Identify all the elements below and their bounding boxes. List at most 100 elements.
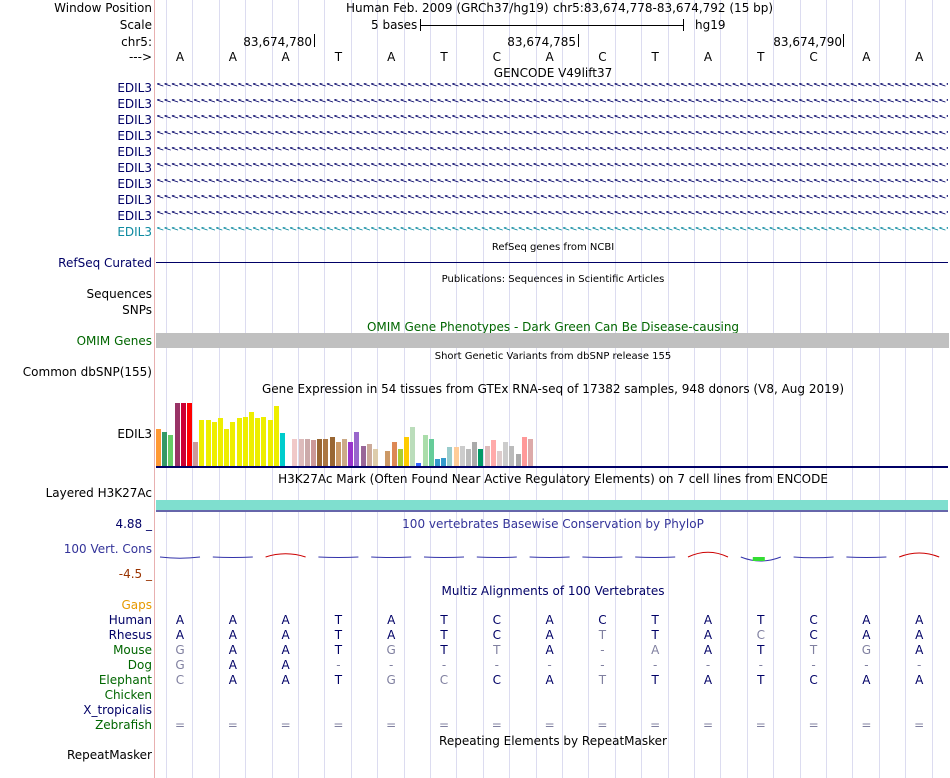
gencode-transcript[interactable]: <<<<<<<<<<<<<<<<<<<<<<<<<<<<<<<<<<<<<<<<…	[156, 99, 948, 109]
gencode-gene-label[interactable]: EDIL3	[117, 113, 152, 127]
gtex-tissue-bar[interactable]	[205, 419, 211, 466]
gtex-tissue-bar[interactable]	[459, 445, 465, 466]
gtex-tissue-bar[interactable]	[490, 440, 496, 466]
gtex-tissue-bar[interactable]	[348, 442, 354, 466]
gtex-tissue-bar[interactable]	[292, 438, 298, 466]
h3k27ac-label[interactable]: Layered H3K27Ac	[45, 486, 152, 500]
gencode-gene-label[interactable]: EDIL3	[117, 145, 152, 159]
gencode-gene-label[interactable]: EDIL3	[117, 161, 152, 175]
gtex-tissue-bar[interactable]	[503, 442, 509, 466]
gtex-tissue-bar[interactable]	[435, 459, 440, 466]
repeatmasker-track-title[interactable]: Repeating Elements by RepeatMasker	[439, 734, 667, 748]
refseq-label[interactable]: RefSeq Curated	[58, 256, 152, 270]
snps-label[interactable]: SNPs	[122, 303, 152, 317]
gtex-tissue-bar[interactable]	[242, 417, 248, 466]
refseq-track-title[interactable]: RefSeq genes from NCBI	[491, 242, 615, 253]
gencode-transcript[interactable]: <<<<<<<<<<<<<<<<<<<<<<<<<<<<<<<<<<<<<<<<…	[156, 195, 948, 205]
phylop-label[interactable]: 100 Vert. Cons	[63, 542, 152, 556]
gtex-tissue-bar[interactable]	[521, 437, 527, 466]
gtex-tissue-bar[interactable]	[528, 438, 533, 466]
gtex-tissue-bar[interactable]	[162, 432, 168, 466]
omim-phenotype-bar[interactable]	[156, 333, 949, 348]
gtex-tissue-bar-chart[interactable]	[156, 396, 536, 466]
gtex-gene-label[interactable]: EDIL3	[117, 427, 152, 441]
gtex-tissue-bar[interactable]	[180, 403, 186, 466]
gtex-tissue-bar[interactable]	[509, 445, 515, 466]
gtex-tissue-bar[interactable]	[391, 442, 397, 466]
gtex-tissue-bar[interactable]	[410, 426, 416, 466]
gencode-gene-label[interactable]: EDIL3	[117, 193, 152, 207]
phylop-conservation-plot[interactable]	[156, 540, 950, 570]
gtex-tissue-bar[interactable]	[317, 438, 323, 466]
h3k27ac-signal[interactable]	[156, 500, 948, 510]
gtex-tissue-bar[interactable]	[422, 435, 428, 466]
gtex-tissue-bar[interactable]	[466, 449, 471, 466]
gencode-transcript[interactable]: <<<<<<<<<<<<<<<<<<<<<<<<<<<<<<<<<<<<<<<<…	[156, 131, 948, 141]
omim-label[interactable]: OMIM Genes	[76, 334, 152, 348]
gencode-transcript[interactable]: <<<<<<<<<<<<<<<<<<<<<<<<<<<<<<<<<<<<<<<<…	[156, 83, 948, 93]
publications-label[interactable]: Sequences	[86, 287, 152, 301]
h3k27ac-track-title[interactable]: H3K27Ac Mark (Often Found Near Active Re…	[278, 472, 828, 486]
gencode-gene-label[interactable]: EDIL3	[117, 97, 152, 111]
gtex-tissue-bar[interactable]	[224, 428, 230, 466]
gtex-tissue-bar[interactable]	[193, 442, 199, 466]
species-label[interactable]: Chicken	[104, 688, 152, 702]
species-label[interactable]: Elephant	[98, 673, 152, 687]
gtex-tissue-bar[interactable]	[156, 428, 161, 466]
gtex-tissue-bar[interactable]	[329, 437, 335, 466]
gencode-track-title[interactable]: GENCODE V49lift37	[493, 66, 613, 80]
species-label[interactable]: Zebrafish	[95, 718, 152, 732]
gtex-tissue-bar[interactable]	[428, 438, 434, 466]
gtex-tissue-bar[interactable]	[453, 446, 459, 466]
gtex-tissue-bar[interactable]	[478, 449, 484, 466]
gtex-tissue-bar[interactable]	[267, 419, 273, 466]
gtex-tissue-bar[interactable]	[249, 411, 254, 466]
gtex-tissue-bar[interactable]	[236, 418, 242, 466]
omim-track-title[interactable]: OMIM Gene Phenotypes - Dark Green Can Be…	[366, 320, 740, 334]
dbsnp-label[interactable]: Common dbSNP(155)	[22, 365, 152, 379]
gencode-transcript[interactable]: <<<<<<<<<<<<<<<<<<<<<<<<<<<<<<<<<<<<<<<<…	[156, 179, 948, 189]
gtex-tissue-bar[interactable]	[230, 422, 236, 466]
gtex-tissue-bar[interactable]	[298, 438, 304, 466]
gtex-tissue-bar[interactable]	[199, 419, 205, 466]
gencode-gene-label[interactable]: EDIL3	[117, 177, 152, 191]
gtex-tissue-bar[interactable]	[168, 435, 174, 466]
multiz-track-title[interactable]: Multiz Alignments of 100 Vertebrates	[441, 584, 665, 598]
gtex-tissue-bar[interactable]	[360, 445, 366, 466]
gtex-tissue-bar[interactable]	[385, 451, 391, 466]
gtex-tissue-bar[interactable]	[255, 418, 261, 466]
gtex-tissue-bar[interactable]	[304, 438, 310, 466]
gtex-tissue-bar[interactable]	[323, 438, 329, 466]
gencode-transcript[interactable]: <<<<<<<<<<<<<<<<<<<<<<<<<<<<<<<<<<<<<<<<…	[156, 211, 948, 221]
gtex-tissue-bar[interactable]	[286, 437, 292, 466]
gtex-tissue-bar[interactable]	[441, 457, 447, 466]
phylop-track-title[interactable]: 100 vertebrates Basewise Conservation by…	[402, 517, 704, 531]
species-label[interactable]: Mouse	[113, 643, 152, 657]
species-label[interactable]: Rhesus	[108, 628, 152, 642]
gtex-tissue-bar[interactable]	[311, 440, 316, 466]
region-position[interactable]: chr5:83,674,778-83,674,792 (15 bp)	[553, 1, 774, 15]
gencode-gene-label[interactable]: EDIL3	[117, 209, 152, 223]
gencode-transcript[interactable]: <<<<<<<<<<<<<<<<<<<<<<<<<<<<<<<<<<<<<<<<…	[156, 227, 948, 237]
refseq-gene-line[interactable]	[156, 262, 948, 263]
dbsnp-track-title[interactable]: Short Genetic Variants from dbSNP releas…	[434, 351, 672, 362]
gtex-tissue-bar[interactable]	[187, 403, 192, 466]
gtex-tissue-bar[interactable]	[273, 406, 279, 466]
gtex-tissue-bar[interactable]	[404, 437, 409, 466]
gtex-tissue-bar[interactable]	[397, 449, 403, 466]
gencode-gene-label[interactable]: EDIL3	[117, 129, 152, 143]
repeatmasker-label[interactable]: RepeatMasker	[66, 748, 152, 762]
species-label[interactable]: Dog	[127, 658, 152, 672]
publications-track-title[interactable]: Publications: Sequences in Scientific Ar…	[441, 274, 665, 285]
gtex-tissue-bar[interactable]	[447, 446, 453, 466]
gtex-tissue-bar[interactable]	[366, 443, 372, 466]
gtex-track-title[interactable]: Gene Expression in 54 tissues from GTEx …	[261, 382, 845, 396]
gtex-tissue-bar[interactable]	[497, 451, 502, 466]
gtex-tissue-bar[interactable]	[379, 451, 385, 466]
gtex-tissue-bar[interactable]	[211, 422, 217, 466]
gtex-tissue-bar[interactable]	[484, 445, 490, 466]
gtex-tissue-bar[interactable]	[335, 442, 341, 466]
gencode-transcript[interactable]: <<<<<<<<<<<<<<<<<<<<<<<<<<<<<<<<<<<<<<<<…	[156, 147, 948, 157]
gtex-tissue-bar[interactable]	[416, 462, 422, 466]
gencode-gene-label[interactable]: EDIL3	[117, 81, 152, 95]
